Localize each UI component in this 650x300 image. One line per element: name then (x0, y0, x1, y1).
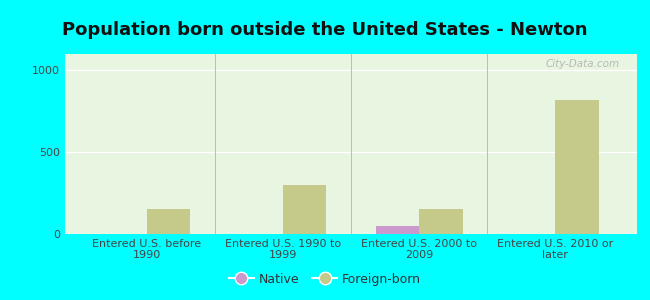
Bar (419, 209, 463, 234)
Bar (147, 209, 190, 234)
Bar (376, 226, 419, 234)
Bar (555, 100, 599, 234)
Bar (283, 185, 326, 234)
Text: City-Data.com: City-Data.com (546, 59, 620, 69)
Text: Population born outside the United States - Newton: Population born outside the United State… (62, 21, 588, 39)
Legend: Native, Foreign-born: Native, Foreign-born (224, 268, 426, 291)
